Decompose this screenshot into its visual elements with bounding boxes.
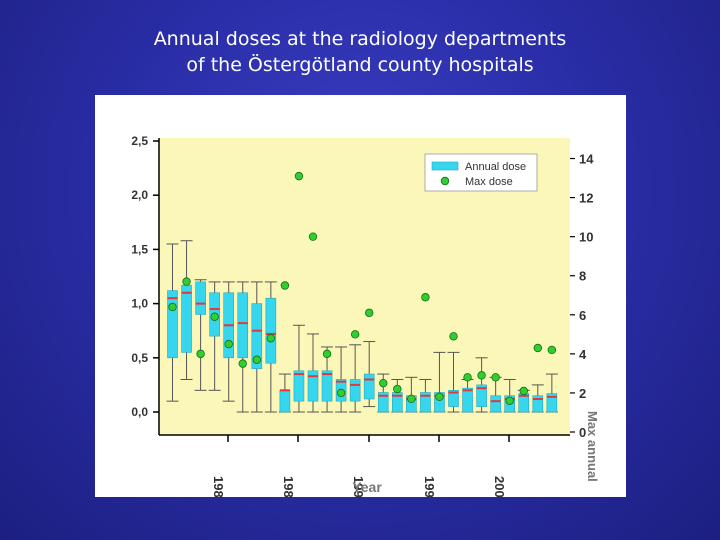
y-tick-label: 2,5	[131, 134, 148, 148]
title-line-1: Annual doses at the radiology department…	[153, 28, 567, 50]
x-tick-label: 198	[211, 476, 226, 497]
max-dose-point	[365, 308, 374, 318]
max-dose-point	[238, 359, 247, 368]
box	[448, 390, 459, 407]
max-dose-point	[379, 378, 388, 388]
max-dose-point	[519, 386, 528, 396]
max-dose-point	[421, 293, 430, 302]
y2-tick-label: 6	[579, 308, 586, 323]
max-dose-point	[336, 388, 346, 398]
box	[476, 384, 487, 407]
box	[377, 392, 389, 413]
max-dose-point	[477, 371, 486, 380]
box	[195, 281, 206, 315]
max-dose-point	[407, 394, 416, 403]
box	[546, 393, 558, 413]
box	[251, 303, 263, 369]
max-dose-point	[294, 171, 304, 181]
max-dose-point	[322, 349, 332, 359]
x-tick-label: 200	[492, 476, 507, 497]
y-tick-label: 1,5	[131, 242, 148, 256]
box	[490, 395, 501, 413]
y-tick-label: 2,0	[131, 188, 148, 202]
y2-tick-label: 0	[579, 425, 586, 440]
box-plot-chart: 0,0 0,5 1,0 1,5 2,0 2,5 198 198 199 199 200 Year 0 2 4…	[131, 134, 600, 497]
y2-tick-label: 2	[579, 386, 586, 401]
max-dose-point	[308, 232, 318, 241]
slide-title: Annual doses at the radiology department…	[0, 26, 720, 78]
max-dose-point	[196, 349, 205, 359]
box	[167, 290, 178, 359]
legend-swatch-max-dose	[440, 176, 450, 186]
x-tick-label: 199	[422, 476, 437, 497]
box	[181, 284, 192, 353]
y2-tick-label: 10	[579, 230, 593, 245]
y-tick-label: 0,5	[131, 351, 148, 365]
x-axis-title: Year	[352, 479, 382, 495]
max-dose-point	[210, 312, 219, 321]
max-dose-point	[491, 373, 500, 382]
box	[532, 395, 544, 413]
box	[349, 379, 361, 402]
title-line-2: of the Östergötland county hospitals	[186, 54, 534, 76]
x-tick-label: 199	[351, 476, 366, 497]
max-dose-point	[224, 339, 233, 349]
y2-tick-label: 12	[579, 191, 593, 206]
max-dose-point	[533, 343, 542, 353]
max-dose-point	[266, 334, 276, 343]
max-dose-point	[435, 392, 444, 402]
max-dose-point	[449, 332, 458, 341]
legend-swatch-annual-dose	[431, 161, 459, 171]
box	[321, 370, 333, 402]
max-dose-point	[505, 396, 514, 405]
max-dose-point	[168, 302, 177, 312]
box	[279, 390, 291, 413]
box	[462, 387, 473, 413]
max-dose-point	[547, 345, 557, 355]
box	[237, 292, 249, 359]
box	[293, 370, 305, 402]
legend-label-max-dose: Max dose	[465, 176, 513, 188]
chart-panel: 0,0 0,5 1,0 1,5 2,0 2,5 198 198 199 199 200 Year 0 2 4…	[95, 95, 626, 497]
y-tick-label: 0,0	[131, 405, 148, 419]
y2-tick-label: 4	[579, 347, 587, 362]
x-tick-label: 198	[281, 476, 296, 497]
box	[434, 392, 445, 413]
box	[307, 370, 319, 402]
y-tick-label: 1,0	[131, 297, 148, 311]
box	[420, 392, 431, 413]
box	[265, 297, 277, 364]
y2-tick-label: 14	[579, 152, 594, 167]
max-dose-point	[252, 355, 261, 364]
y2-tick-label: 8	[579, 269, 586, 284]
y2-axis-title: Max annual	[585, 411, 600, 482]
max-dose-point	[393, 384, 402, 394]
max-dose-point	[463, 373, 472, 382]
legend-label-annual-dose: Annual dose	[465, 161, 526, 173]
max-dose-point	[182, 277, 191, 286]
max-dose-point	[280, 281, 290, 290]
max-dose-point	[350, 330, 360, 339]
box	[363, 373, 375, 400]
